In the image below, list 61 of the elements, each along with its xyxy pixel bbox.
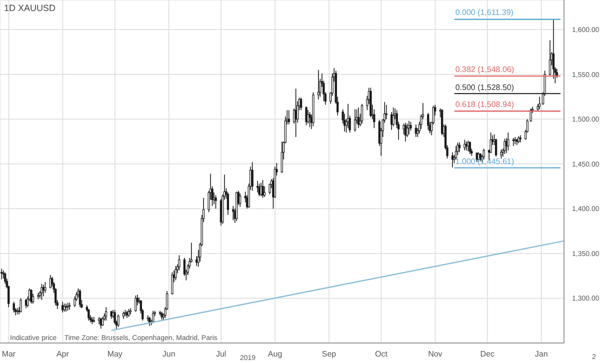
- candlestick: [129, 308, 132, 315]
- x-tick-label: Nov: [428, 350, 442, 359]
- x-tick-label: Jan: [534, 350, 548, 359]
- annotation: 0.500 (1,528.50): [455, 82, 514, 93]
- candlestick: [0, 268, 3, 280]
- candlestick: [134, 295, 137, 312]
- x-tick-label: Apr: [56, 350, 70, 359]
- candlestick: [548, 40, 552, 76]
- annotation: 1.000 (1,445.61): [455, 156, 514, 167]
- candlestick: [12, 301, 15, 313]
- candlestick: [507, 132, 510, 151]
- candlestick: [392, 107, 394, 127]
- candlestick: [32, 293, 34, 304]
- candlestick: [256, 180, 259, 193]
- candlestick: [74, 296, 76, 308]
- chart-title: 1D XAUUSD: [4, 3, 56, 13]
- x-tick-label: Aug: [268, 350, 282, 359]
- candlestick: [20, 298, 22, 313]
- candlestick: [406, 123, 408, 138]
- candlestick: [385, 104, 388, 120]
- candlestick: [468, 141, 471, 154]
- candlestick: [4, 272, 6, 284]
- candlestick: [280, 141, 283, 174]
- candlestick: [454, 146, 458, 160]
- candlestick: [178, 254, 180, 271]
- candlestick: [30, 288, 32, 304]
- candlestick: [494, 138, 498, 158]
- candlestick: [44, 282, 46, 294]
- x-tick-label: Oct: [374, 350, 388, 359]
- candlestick: [427, 112, 430, 130]
- candlestick: [226, 192, 230, 216]
- candlestick: [92, 316, 95, 323]
- candlestick: [354, 108, 356, 132]
- x-tick-label: Sep: [322, 350, 337, 359]
- x-tick-label: May: [107, 350, 122, 359]
- candlestick: [183, 258, 186, 276]
- candlestick: [262, 180, 264, 198]
- candlestick: [467, 140, 470, 152]
- candlestick: [88, 308, 90, 322]
- candlestick: [117, 314, 120, 328]
- candlestick: [456, 142, 459, 156]
- candlestick: [294, 88, 297, 138]
- x-tick-label: Jul: [216, 350, 226, 359]
- candlestick: [538, 96, 541, 110]
- candlestick: [482, 148, 485, 160]
- x-tick-label: Dec: [480, 350, 495, 359]
- candlestick: [552, 19, 555, 80]
- candlestick: [105, 306, 108, 322]
- candlestick: [268, 183, 271, 195]
- annotation: 0.000 (1,611.39): [455, 8, 514, 18]
- candlestick: [504, 138, 506, 154]
- annotation: 0.382 (1,548.06): [455, 65, 514, 76]
- x-tick-label: Mar: [2, 350, 16, 359]
- candlestick: [258, 183, 260, 197]
- x-tick-label: Jun: [162, 350, 176, 359]
- candlestick: [171, 272, 174, 296]
- candlestick: [464, 139, 466, 151]
- annotation: 0.618 (1,508.94): [455, 100, 514, 110]
- candlestick: [317, 69, 320, 100]
- candlestick: [360, 103, 364, 124]
- candlestick: [305, 106, 308, 126]
